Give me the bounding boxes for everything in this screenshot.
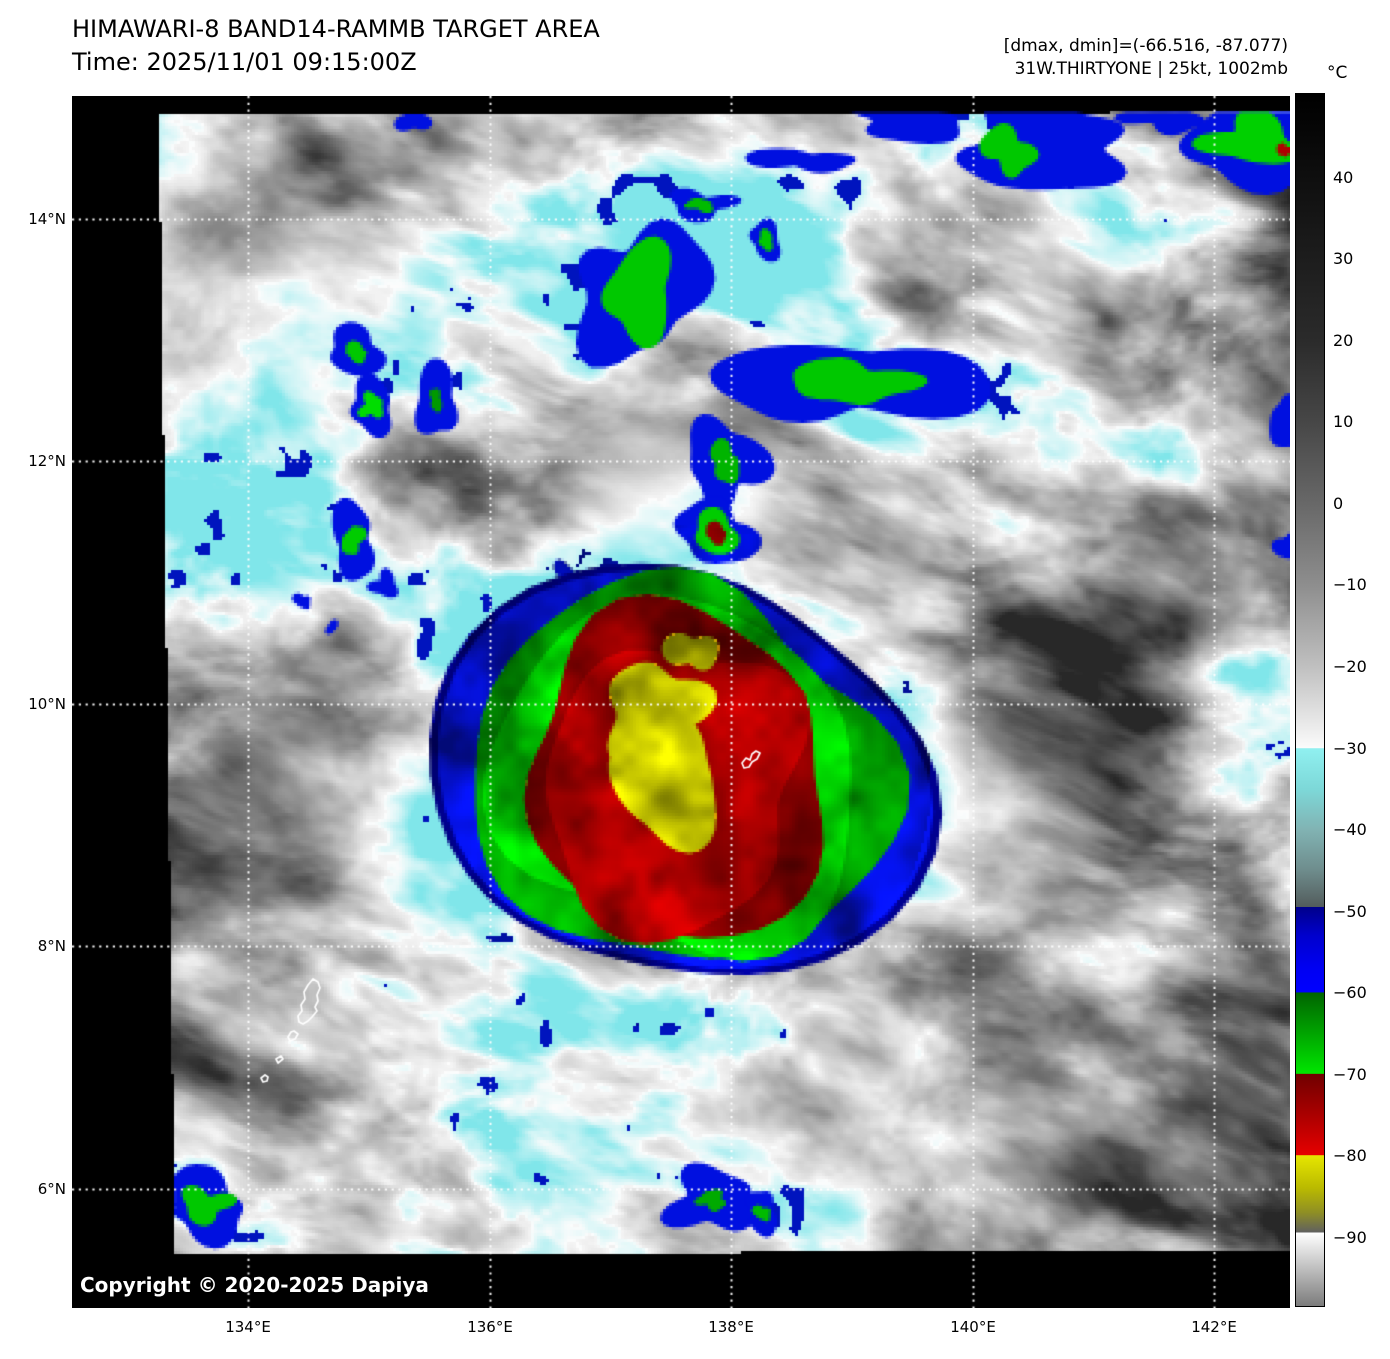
lon-tick-label: 136°E (467, 1318, 513, 1336)
colorbar-unit-label: °C (1327, 63, 1348, 83)
colorbar-tick-label: −30 (1333, 738, 1367, 758)
colorbar-tick-label: −20 (1333, 656, 1367, 676)
dmax-dmin-readout: [dmax, dmin]=(-66.516, -87.077) (1003, 36, 1288, 56)
temperature-colorbar (1295, 93, 1325, 1307)
storm-info-label: 31W.THIRTYONE | 25kt, 1002mb (1014, 59, 1288, 79)
colorbar-tick-label: −70 (1333, 1064, 1367, 1084)
colorbar-tick-label: 10 (1333, 412, 1354, 432)
lat-tick-label: 10°N (28, 695, 66, 713)
page-title: HIMAWARI-8 BAND14-RAMMB TARGET AREA (72, 15, 600, 43)
lon-tick-label: 142°E (1191, 1318, 1237, 1336)
colorbar-tick-label: −10 (1333, 575, 1367, 595)
timestamp-label: Time: 2025/11/01 09:15:00Z (72, 48, 417, 76)
colorbar-tick-label: −40 (1333, 820, 1367, 840)
lon-tick-label: 134°E (225, 1318, 271, 1336)
lon-tick-label: 140°E (950, 1318, 996, 1336)
colorbar-tick-label: 20 (1333, 330, 1354, 350)
colorbar-tick-label: 30 (1333, 249, 1354, 269)
colorbar-tick-label: −60 (1333, 983, 1367, 1003)
colorbar-tick-label: −90 (1333, 1227, 1367, 1247)
lat-tick-label: 8°N (37, 937, 66, 955)
colorbar-tick-label: 0 (1333, 493, 1344, 513)
satellite-map-canvas (72, 96, 1290, 1308)
colorbar-tick-label: −50 (1333, 901, 1367, 921)
colorbar-tick-label: −80 (1333, 1146, 1367, 1166)
map-plot-area (72, 96, 1290, 1308)
lat-tick-label: 6°N (37, 1180, 66, 1198)
colorbar-tick-label: 40 (1333, 167, 1354, 187)
lon-tick-label: 138°E (708, 1318, 754, 1336)
lat-tick-label: 12°N (28, 452, 66, 470)
lat-tick-label: 14°N (28, 210, 66, 228)
copyright-text: Copyright © 2020-2025 Dapiya (80, 1273, 429, 1297)
